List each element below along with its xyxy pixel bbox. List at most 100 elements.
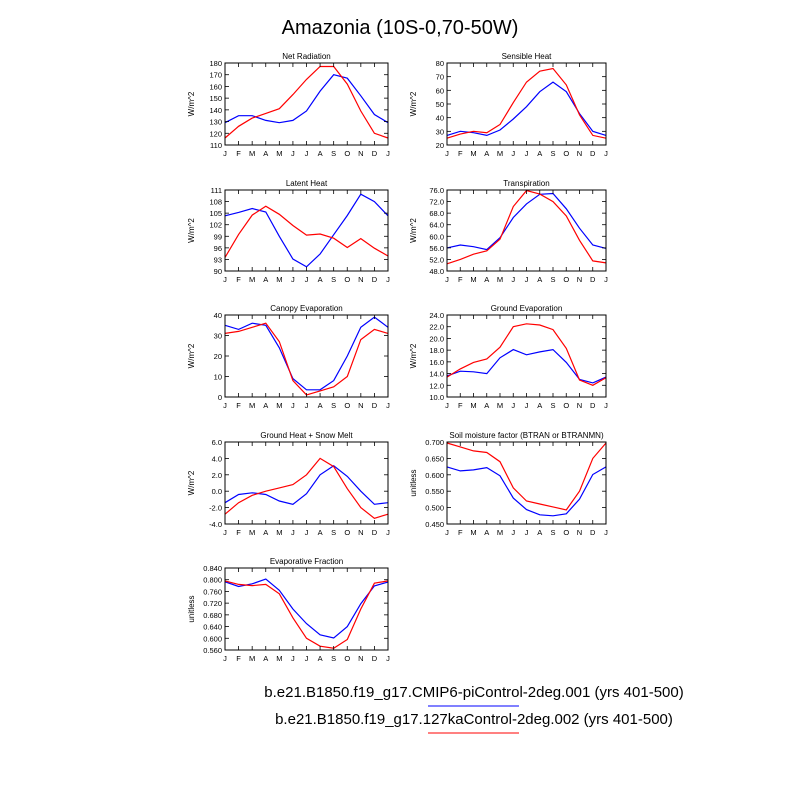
plot-frame [446,314,607,398]
x-tick-label: A [263,401,268,410]
x-tick-label: O [563,528,569,537]
y-tick-label: 16.0 [429,358,444,367]
x-tick-label: M [249,654,255,663]
y-tick-label: 0.450 [425,520,444,529]
x-tick-label: S [331,275,336,284]
y-tick-label: 20 [214,352,222,361]
x-tick-label: J [511,149,515,158]
y-tick-label: 170 [209,71,222,80]
y-tick-label: 60 [436,86,444,95]
plot-frame [224,314,389,398]
x-tick-label: M [497,275,503,284]
plot-frame [446,441,607,525]
x-tick-label: M [249,275,255,284]
y-tick-label: 102 [209,221,222,230]
x-tick-label: S [331,654,336,663]
y-tick-label: 108 [209,198,222,207]
y-tick-label: 52.0 [429,255,444,264]
x-tick-label: J [305,654,309,663]
x-tick-label: N [358,275,363,284]
x-tick-label: J [291,654,295,663]
y-tick-label: 14.0 [429,370,444,379]
y-tick-label: 0.560 [203,646,222,655]
x-tick-label: D [590,149,596,158]
x-tick-label: S [550,528,555,537]
y-tick-label: 130 [209,118,222,127]
y-tick-label: 111 [211,186,222,195]
x-tick-label: F [458,528,463,537]
panel-title: Ground Evaporation [491,304,563,313]
x-tick-label: F [458,275,463,284]
y-tick-label: 96 [214,244,222,253]
panel-title: Latent Heat [286,179,328,188]
y-tick-label: 68.0 [429,209,444,218]
series-line-2 [446,67,607,139]
x-tick-label: A [537,149,542,158]
x-tick-label: M [276,654,282,663]
series-line-2 [224,65,389,139]
x-tick-label: A [318,654,323,663]
x-tick-label: F [458,149,463,158]
y-tick-label: 72.0 [429,198,444,207]
y-tick-label: 20 [436,141,444,150]
x-tick-label: O [563,275,569,284]
x-tick-label: F [458,401,463,410]
y-tick-label: -4.0 [209,520,222,529]
y-axis-label: W/m^2 [409,91,418,116]
y-tick-label: 0.550 [425,487,444,496]
y-tick-label: 50 [436,100,444,109]
y-tick-label: 160 [209,82,222,91]
y-tick-label: -2.0 [209,504,222,513]
series-line-1 [224,74,389,124]
y-tick-label: 10.0 [429,393,444,402]
series-line-1 [446,81,607,137]
x-tick-label: J [223,401,227,410]
y-tick-label: 0.800 [203,576,222,585]
y-tick-label: 22.0 [429,323,444,332]
x-tick-label: A [537,401,542,410]
x-tick-label: J [386,275,390,284]
y-tick-label: 93 [214,255,222,264]
x-tick-label: O [344,528,350,537]
y-tick-label: 105 [209,209,222,218]
x-tick-label: J [604,401,608,410]
x-tick-label: D [590,528,596,537]
x-tick-label: D [590,275,596,284]
x-tick-label: J [386,149,390,158]
x-tick-label: J [604,528,608,537]
x-tick-label: N [358,528,363,537]
series-line-2 [446,189,607,265]
x-tick-label: D [372,401,378,410]
x-tick-label: M [249,149,255,158]
x-tick-label: A [318,275,323,284]
y-tick-label: 48.0 [429,267,444,276]
panel-soil-moisture-factor-btran-or-btranmn: Soil moisture factor (BTRAN or BTRANMN) u… [409,431,608,537]
series-line-1 [224,465,389,505]
x-tick-label: N [577,401,582,410]
plot-frame [224,189,389,272]
x-tick-label: J [223,654,227,663]
panel-title: Net Radiation [282,52,330,61]
x-tick-label: M [276,528,282,537]
x-tick-label: D [372,149,378,158]
x-tick-label: J [305,275,309,284]
x-tick-label: J [291,275,295,284]
panel-title: Ground Heat + Snow Melt [260,431,353,440]
x-tick-label: A [263,528,268,537]
x-tick-label: O [344,401,350,410]
x-tick-label: J [604,149,608,158]
x-tick-label: F [236,654,241,663]
y-axis-label: W/m^2 [187,470,196,495]
x-tick-label: A [318,401,323,410]
y-tick-label: 30 [214,332,222,341]
x-tick-label: S [550,275,555,284]
x-tick-label: N [577,149,582,158]
x-tick-label: M [497,528,503,537]
y-tick-label: 80 [436,59,444,68]
y-tick-label: 70 [436,73,444,82]
series-line-1 [446,466,607,517]
y-tick-label: 40 [214,311,222,320]
